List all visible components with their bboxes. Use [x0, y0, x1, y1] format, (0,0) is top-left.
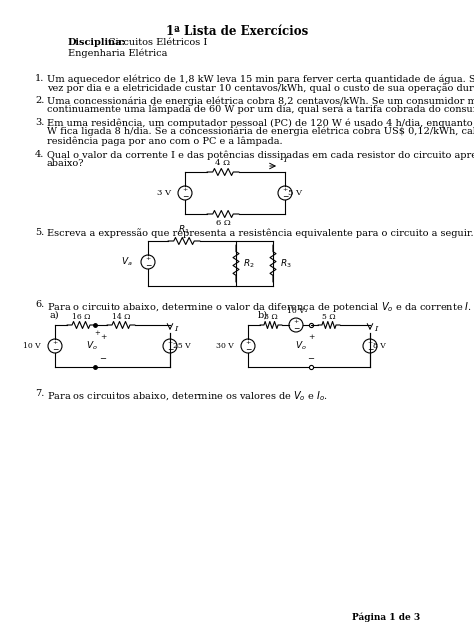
Text: −: − — [145, 261, 151, 270]
Text: Disciplina:: Disciplina: — [68, 38, 126, 47]
Text: I: I — [174, 325, 177, 333]
Text: +: + — [367, 340, 373, 345]
Text: Para os circuitos abaixo, determine os valores de $V_o$ e $I_o$.: Para os circuitos abaixo, determine os v… — [47, 389, 328, 403]
Text: 4 Ω: 4 Ω — [216, 159, 230, 167]
Text: Página 1 de 3: Página 1 de 3 — [352, 612, 420, 622]
Text: 2.: 2. — [35, 96, 45, 105]
Text: −: − — [245, 345, 251, 354]
Text: continuamente uma lâmpada de 60 W por um dia, qual será a tarifa cobrada do cons: continuamente uma lâmpada de 60 W por um… — [47, 105, 474, 114]
Text: −: − — [293, 324, 299, 333]
Text: 25 V: 25 V — [173, 342, 191, 350]
Text: 3.: 3. — [35, 118, 45, 127]
Text: a): a) — [50, 311, 60, 320]
Text: +: + — [146, 256, 151, 261]
Text: 3 Ω: 3 Ω — [264, 313, 278, 321]
Text: +: + — [100, 333, 106, 341]
Text: −: − — [52, 345, 58, 354]
Text: 10 V: 10 V — [287, 307, 305, 315]
Text: $V_o$: $V_o$ — [295, 340, 307, 352]
Text: −: − — [167, 345, 173, 354]
Text: 14 Ω: 14 Ω — [112, 313, 130, 321]
Text: +: + — [94, 329, 100, 337]
Text: 1.: 1. — [35, 74, 45, 83]
Text: abaixo?: abaixo? — [47, 159, 84, 168]
Text: +: + — [52, 340, 58, 345]
Text: 5 V: 5 V — [288, 189, 302, 197]
Text: +: + — [283, 187, 288, 192]
Text: Para o circuito abaixo, determine o valor da diferença de potencial $V_o$ e da c: Para o circuito abaixo, determine o valo… — [47, 300, 472, 314]
Text: b): b) — [258, 311, 268, 320]
Text: vez por dia e a eletricidade custar 10 centavos/kWh, qual o custo de sua operaçã: vez por dia e a eletricidade custar 10 c… — [47, 83, 474, 93]
Text: 30 V: 30 V — [216, 342, 234, 350]
Text: I: I — [283, 156, 286, 164]
Text: 7.: 7. — [35, 389, 45, 398]
Text: −: − — [367, 345, 373, 354]
Text: 16 Ω: 16 Ω — [72, 313, 90, 321]
Text: Circuitos Elétricos I: Circuitos Elétricos I — [105, 38, 207, 47]
Text: W fica ligada 8 h/dia. Se a concessionária de energia elétrica cobra US$ 0,12/kW: W fica ligada 8 h/dia. Se a concessionár… — [47, 127, 474, 137]
Text: Uma concessionária de energia elétrica cobra 8,2 centavos/kWh. Se um consumidor : Uma concessionária de energia elétrica c… — [47, 96, 474, 106]
Text: −: − — [182, 192, 188, 201]
Text: $R_1$: $R_1$ — [178, 224, 190, 236]
Text: Um aquecedor elétrico de 1,8 kW leva 15 min para ferver certa quantidade de água: Um aquecedor elétrico de 1,8 kW leva 15 … — [47, 74, 474, 83]
Text: +: + — [308, 333, 314, 341]
Text: $V_o$: $V_o$ — [86, 340, 98, 352]
Text: 5 Ω: 5 Ω — [322, 313, 336, 321]
Text: 10 V: 10 V — [23, 342, 41, 350]
Text: −: − — [308, 355, 315, 363]
Text: −: − — [282, 192, 288, 201]
Text: 6.: 6. — [35, 300, 44, 309]
Text: $V_a$: $V_a$ — [121, 256, 133, 268]
Text: Engenharia Elétrica: Engenharia Elétrica — [68, 48, 167, 58]
Text: $R_3$: $R_3$ — [280, 257, 292, 270]
Text: +: + — [246, 340, 251, 345]
Text: 5.: 5. — [35, 228, 44, 237]
Text: +: + — [182, 187, 188, 192]
Text: 6 Ω: 6 Ω — [216, 219, 230, 227]
Text: residência paga por ano com o PC e a lâmpada.: residência paga por ano com o PC e a lâm… — [47, 136, 283, 145]
Text: 1ª Lista de Exercícios: 1ª Lista de Exercícios — [166, 25, 308, 38]
Text: 3 V: 3 V — [157, 189, 171, 197]
Text: +: + — [167, 340, 173, 345]
Text: Qual o valor da corrente I e das potências dissipadas em cada resistor do circui: Qual o valor da corrente I e das potênci… — [47, 150, 474, 159]
Text: 8 V: 8 V — [373, 342, 386, 350]
Text: Em uma residência, um computador pessoal (PC) de 120 W é usado 4 h/dia, enquanto: Em uma residência, um computador pessoal… — [47, 118, 474, 128]
Text: 4.: 4. — [35, 150, 45, 159]
Text: −: − — [100, 355, 107, 363]
Text: $R_2$: $R_2$ — [243, 257, 255, 270]
Text: I: I — [374, 325, 377, 333]
Text: +: + — [293, 319, 299, 324]
Text: Escreva a expressão que representa a resistência equivalente para o circuito a s: Escreva a expressão que representa a res… — [47, 228, 474, 238]
